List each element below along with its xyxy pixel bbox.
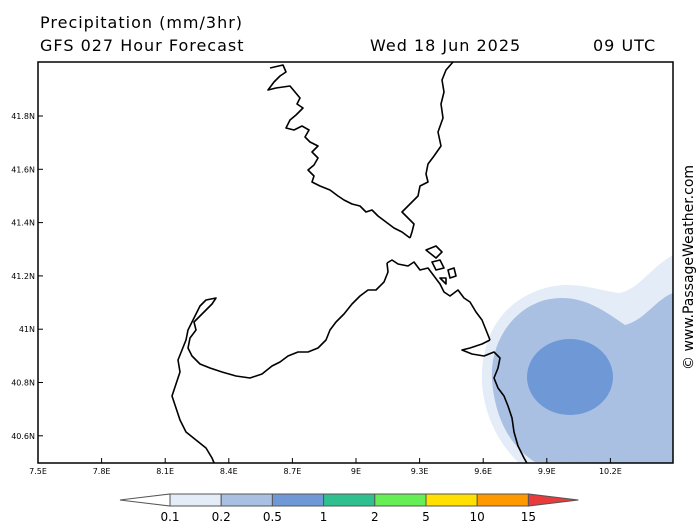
lon-tick-label: 8.7E xyxy=(284,467,302,476)
legend-label: 0.2 xyxy=(212,510,231,524)
forecast-time: 09 UTC xyxy=(593,36,657,55)
lat-tick-label: 40.8N xyxy=(11,379,35,388)
legend-label: 0.5 xyxy=(263,510,282,524)
lon-tick-label: 7.5E xyxy=(29,467,47,476)
legend-swatch xyxy=(271,493,325,507)
legend-swatch xyxy=(476,493,529,507)
precip-area-heavy xyxy=(527,339,613,415)
lat-tick-label: 41.4N xyxy=(11,219,35,228)
sardinia-west-coast xyxy=(171,262,389,463)
longitude-axis: 7.5E 7.8E 8.1E 8.4E 8.7E 9E 9.3E 9.6E 9.9E 10.2E xyxy=(29,458,622,476)
legend-label: 0.1 xyxy=(160,510,179,524)
legend-swatch xyxy=(323,493,376,507)
precipitation-legend: 0.1 0.2 0.5 1 2 5 10 15 xyxy=(119,493,579,524)
legend-label: 2 xyxy=(371,510,379,524)
legend-left-arrow xyxy=(119,493,171,507)
forecast-subtitle: GFS 027 Hour Forecast xyxy=(40,36,245,55)
legend-swatch xyxy=(374,493,427,507)
lon-tick-label: 8.4E xyxy=(220,467,238,476)
lat-tick-label: 41.6N xyxy=(11,165,35,174)
lon-tick-label: 10.2E xyxy=(599,467,622,476)
legend-label: 5 xyxy=(422,510,430,524)
lon-tick-label: 9.6E xyxy=(474,467,492,476)
lat-tick-label: 41.2N xyxy=(11,272,35,281)
lon-tick-label: 9E xyxy=(351,467,361,476)
lon-tick-label: 8.1E xyxy=(156,467,174,476)
legend-swatch xyxy=(220,493,273,507)
lon-tick-label: 9.9E xyxy=(538,467,556,476)
corsica-west-coast xyxy=(267,64,411,239)
lat-tick-label: 40.6N xyxy=(11,432,35,441)
lon-tick-label: 7.8E xyxy=(93,467,111,476)
sardinia-north-coast xyxy=(386,259,491,341)
copyright-credit: © www.PassageWeather.com xyxy=(681,165,697,370)
legend-label: 1 xyxy=(320,510,328,524)
corsica-east-coast xyxy=(401,62,454,239)
lat-tick-label: 41N xyxy=(19,325,35,334)
chart-title: Precipitation (mm/3hr) xyxy=(40,13,244,32)
forecast-date: Wed 18 Jun 2025 xyxy=(370,36,522,55)
latitude-axis: 41.8N 41.6N 41.4N 41.2N 41N 40.8N 40.6N xyxy=(11,112,43,441)
legend-swatch xyxy=(169,493,222,507)
sardinia-east-coast xyxy=(461,339,528,463)
legend-label: 15 xyxy=(521,510,536,524)
coastline xyxy=(171,62,528,463)
precipitation-field xyxy=(481,255,673,463)
sardinia-maddalena-islands xyxy=(425,245,457,285)
lon-tick-label: 9.3E xyxy=(411,467,429,476)
legend-swatch xyxy=(425,493,478,507)
lat-tick-label: 41.8N xyxy=(11,112,35,121)
credit-text: © www.PassageWeather.com xyxy=(681,165,697,370)
legend-label: 10 xyxy=(470,510,485,524)
legend-right-arrow xyxy=(527,493,579,507)
